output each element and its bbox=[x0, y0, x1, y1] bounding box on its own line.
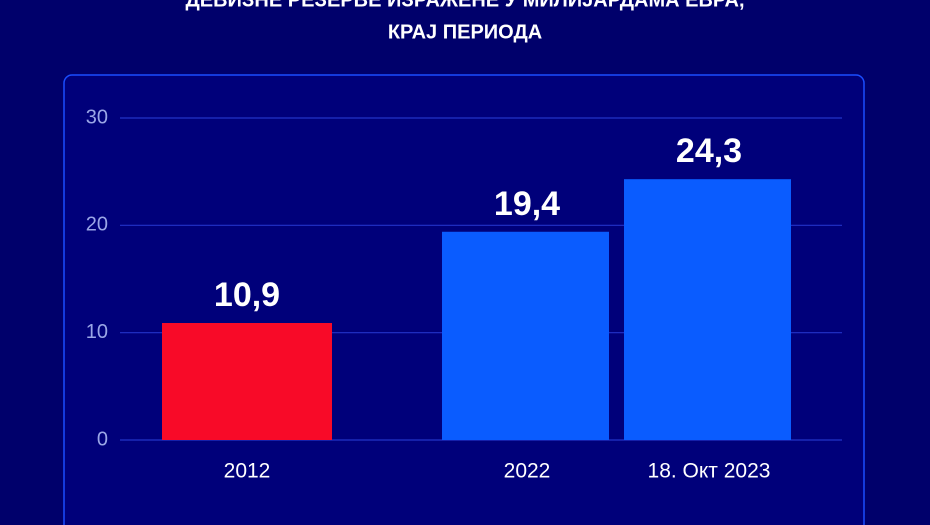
bar bbox=[442, 231, 609, 440]
bar bbox=[624, 179, 791, 440]
y-tick-label: 20 bbox=[86, 214, 108, 236]
value-label: 19,4 bbox=[494, 185, 560, 223]
x-tick-label: 18. Окт 2023 bbox=[648, 460, 771, 483]
y-tick-label: 0 bbox=[97, 428, 108, 450]
value-label: 24,3 bbox=[676, 132, 742, 170]
value-label: 10,9 bbox=[214, 276, 280, 314]
y-tick-label: 30 bbox=[86, 106, 108, 128]
bar bbox=[162, 323, 332, 440]
chart-title: КРАЈ ПЕРИОДА bbox=[388, 21, 542, 43]
chart-title: ДЕВИЗНЕ РЕЗЕРВЕ ИЗРАЖЕНЕ У МИЛИЈАРДАМА Е… bbox=[186, 0, 745, 11]
y-tick-label: 10 bbox=[86, 321, 108, 343]
x-tick-label: 2022 bbox=[504, 460, 551, 483]
x-tick-label: 2012 bbox=[224, 460, 271, 483]
